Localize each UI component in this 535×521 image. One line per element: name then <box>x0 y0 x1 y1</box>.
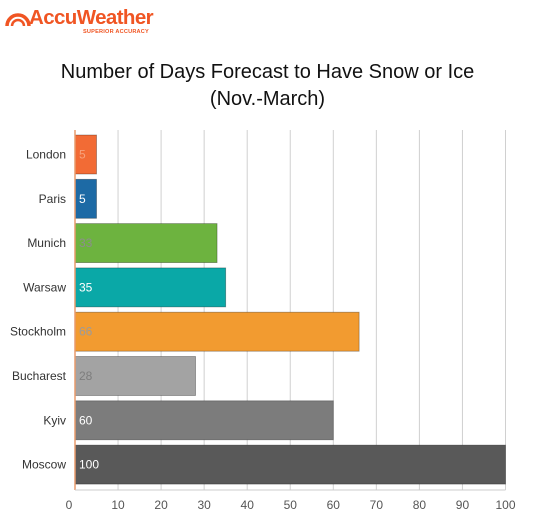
category-label: Kyiv <box>43 413 66 427</box>
bar-value-label: 35 <box>79 280 93 294</box>
bar-value-label: 66 <box>79 325 93 339</box>
bar-value-label: 60 <box>79 413 93 427</box>
category-label: Munich <box>27 236 66 250</box>
bar <box>74 400 334 441</box>
chart-title: Number of Days Forecast to Have Snow or … <box>60 61 475 83</box>
bar <box>74 267 227 308</box>
x-tick-label: 20 <box>154 498 168 512</box>
x-tick-label: 40 <box>241 498 255 512</box>
logo-tagline: SUPERIOR ACCURACY <box>83 29 149 35</box>
logo-brand: AccuWeather <box>29 6 154 29</box>
bar-value-label: 5 <box>79 192 86 206</box>
x-tick-label: 60 <box>327 498 341 512</box>
x-tick-label: 0 <box>66 498 73 512</box>
category-label: Warsaw <box>23 280 66 294</box>
category-label: Stockholm <box>10 325 66 339</box>
x-tick-label: 30 <box>197 498 211 512</box>
bar-value-label: 28 <box>79 369 93 383</box>
accuweather-logo: AccuWeather SUPERIOR ACCURACY <box>5 5 180 37</box>
axes: 0 10 20 30 40 50 60 70 80 90 100 London Paris Munich W… <box>10 130 516 512</box>
x-tick-label: 80 <box>413 498 427 512</box>
category-label: Paris <box>39 192 66 206</box>
category-label: London <box>26 148 66 162</box>
bar <box>74 223 218 264</box>
category-label: Moscow <box>22 458 66 472</box>
x-tick-label: 70 <box>370 498 384 512</box>
bar <box>74 444 506 485</box>
x-tick-label: 10 <box>111 498 125 512</box>
bar-value-label: 100 <box>79 458 99 472</box>
bar-value-label: 33 <box>79 236 93 250</box>
x-tick-label: 100 <box>495 498 515 512</box>
bar <box>74 311 360 352</box>
x-tick-label: 50 <box>284 498 298 512</box>
bar <box>74 356 196 396</box>
bars: 5 5 33 35 66 28 60 100 <box>74 134 506 485</box>
bar-value-label: 5 <box>79 148 86 162</box>
x-tick-label: 90 <box>456 498 470 512</box>
sun-arc-icon <box>5 13 31 27</box>
chart-subtitle: (Nov.-March) <box>209 88 326 110</box>
category-label: Bucharest <box>12 369 67 383</box>
